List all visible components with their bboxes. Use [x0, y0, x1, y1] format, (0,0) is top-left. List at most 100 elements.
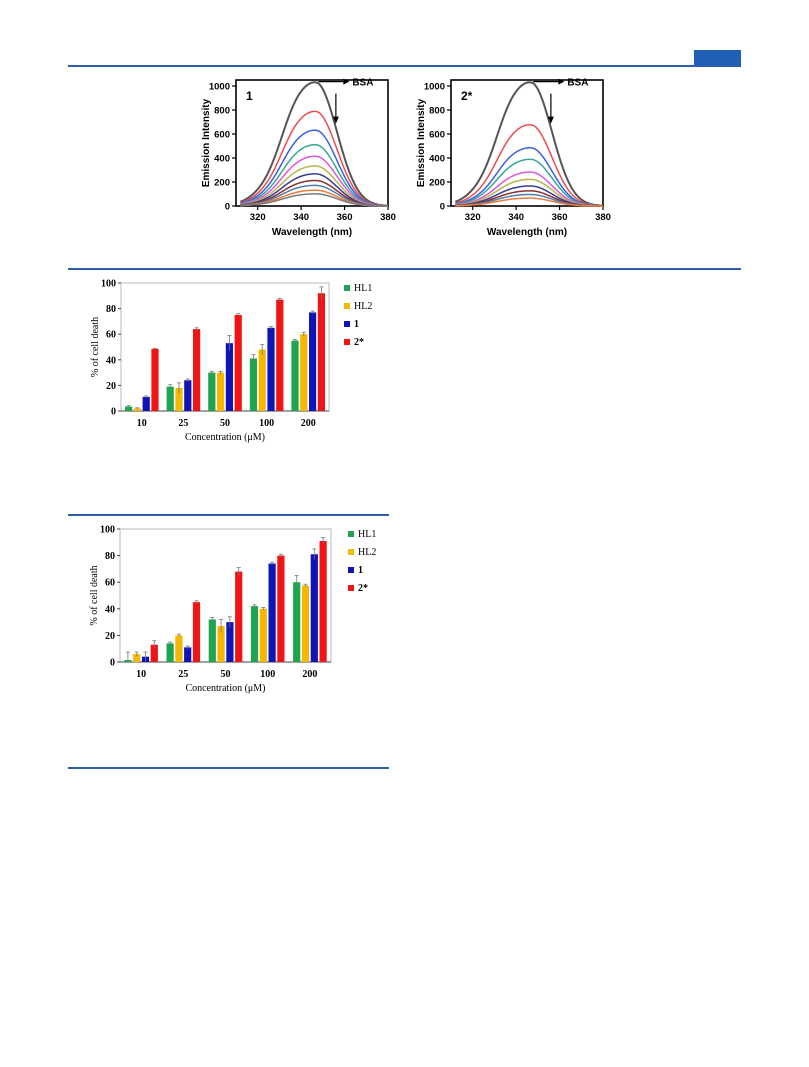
- y-tick-label: 20: [106, 381, 116, 392]
- x-axis-label: Concentration (μM): [185, 683, 265, 694]
- bar: [184, 647, 192, 662]
- x-tick-label: 320: [465, 212, 481, 223]
- y-tick-label: 20: [105, 631, 115, 642]
- x-tick-label: 380: [595, 212, 611, 223]
- y-tick-label: 80: [106, 304, 116, 315]
- y-tick-label: 600: [429, 130, 445, 141]
- bar: [208, 372, 216, 411]
- y-tick-label: 1000: [209, 82, 230, 93]
- bar: [150, 644, 158, 662]
- bar: [249, 358, 257, 411]
- bar: [166, 643, 174, 662]
- bar: [142, 396, 150, 411]
- bar: [133, 654, 141, 662]
- y-tick-label: 60: [106, 330, 116, 341]
- spectrum-line: [240, 144, 389, 207]
- y-tick-label: 0: [225, 202, 230, 213]
- x-tick-label: 10: [136, 669, 146, 680]
- legend-swatch: [344, 303, 350, 309]
- bar: [293, 582, 301, 662]
- bar: [268, 563, 276, 662]
- y-tick-label: 400: [429, 154, 445, 165]
- spectrum-line: [455, 123, 604, 207]
- legend-label: HL1: [358, 529, 376, 540]
- bar: [301, 585, 310, 662]
- spectrum-line: [454, 81, 604, 207]
- bar: [277, 555, 285, 662]
- bar: [235, 571, 243, 662]
- decrease-arrowhead: [547, 116, 554, 124]
- bar: [310, 554, 318, 662]
- bar: [166, 386, 174, 411]
- spectrum-line: [240, 129, 389, 207]
- legend-label: HL2: [354, 301, 372, 312]
- plot-frame: [450, 79, 604, 207]
- x-tick-label: 200: [301, 418, 316, 429]
- bar: [217, 626, 225, 662]
- bar: [291, 340, 299, 411]
- spectrum-line: [239, 81, 389, 207]
- spectrum-line: [455, 158, 604, 207]
- y-tick-label: 0: [110, 658, 115, 669]
- legend-swatch: [348, 549, 354, 555]
- y-tick-label: 1000: [424, 82, 445, 93]
- legend-label: 2*: [354, 337, 364, 348]
- header-color-tab: [694, 50, 741, 66]
- legend-label: 2*: [358, 583, 368, 594]
- y-axis-label: Emission Intensity: [416, 98, 427, 187]
- bar: [217, 372, 225, 411]
- bar: [267, 327, 275, 411]
- x-tick-label: 10: [137, 418, 147, 429]
- x-tick-label: 25: [178, 669, 188, 680]
- x-axis-label: Wavelength (nm): [272, 227, 352, 238]
- spectrum-line: [455, 197, 603, 207]
- annotation-label: BSA: [352, 78, 373, 89]
- section-rule-3: [68, 767, 389, 769]
- legend-swatch: [344, 339, 350, 345]
- y-tick-label: 60: [105, 578, 115, 589]
- x-axis-label: Wavelength (nm): [487, 227, 567, 238]
- bar: [133, 408, 141, 411]
- bar: [259, 608, 267, 662]
- legend-swatch: [344, 321, 350, 327]
- x-tick-label: 100: [260, 669, 275, 680]
- legend-swatch: [348, 531, 354, 537]
- annotation-arrowhead: [343, 78, 350, 85]
- bar: [175, 387, 183, 411]
- y-tick-label: 600: [214, 130, 230, 141]
- x-tick-label: 50: [221, 669, 231, 680]
- panel-label: 2*: [461, 89, 473, 103]
- legend-label: HL2: [358, 547, 376, 558]
- y-tick-label: 800: [429, 106, 445, 117]
- y-axis-label: Emission Intensity: [201, 98, 212, 187]
- x-tick-label: 340: [508, 212, 524, 223]
- legend-swatch: [344, 285, 350, 291]
- y-tick-label: 40: [105, 604, 115, 615]
- section-rule-2: [68, 514, 389, 516]
- bar: [193, 329, 201, 411]
- x-axis-label: Concentration (μM): [185, 432, 265, 443]
- header-rule: [68, 65, 741, 67]
- bar: [151, 348, 159, 411]
- bar: [225, 343, 233, 411]
- spectrum-line: [240, 193, 388, 207]
- x-tick-label: 100: [259, 418, 274, 429]
- decrease-arrowhead: [332, 116, 339, 124]
- panel-label: 1: [246, 89, 253, 103]
- section-rule-1: [68, 268, 741, 270]
- y-tick-label: 400: [214, 154, 230, 165]
- bar: [208, 619, 216, 662]
- annotation-label: BSA: [567, 78, 588, 89]
- bar: [125, 406, 133, 411]
- bar: [319, 540, 327, 662]
- y-axis-label: % of cell death: [90, 317, 101, 377]
- y-tick-label: 0: [440, 202, 445, 213]
- plot-frame: [235, 79, 389, 207]
- x-tick-label: 380: [380, 212, 396, 223]
- spectrum-line: [455, 147, 604, 207]
- bar: [234, 315, 242, 411]
- bar: [258, 349, 266, 411]
- y-tick-label: 80: [105, 551, 115, 562]
- x-tick-label: 320: [250, 212, 266, 223]
- y-tick-label: 0: [111, 407, 116, 418]
